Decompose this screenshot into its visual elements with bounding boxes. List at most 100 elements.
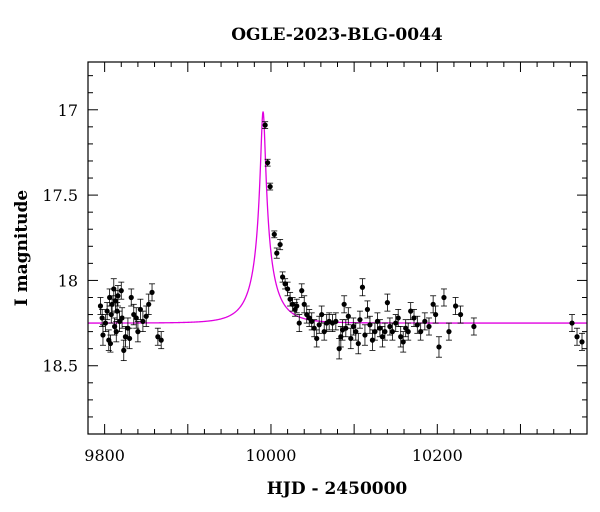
- data-point: [384, 293, 391, 312]
- data-point: [267, 182, 274, 191]
- data-point: [262, 121, 269, 129]
- data-marker: [271, 231, 277, 237]
- data-marker: [107, 340, 114, 347]
- data-point: [457, 305, 464, 324]
- data-marker: [277, 241, 283, 248]
- data-marker: [121, 347, 127, 353]
- data-point: [329, 314, 336, 333]
- data-marker: [452, 303, 459, 309]
- data-point: [435, 336, 442, 358]
- data-point: [99, 324, 106, 346]
- data-point: [445, 322, 452, 341]
- data-point: [574, 327, 581, 346]
- data-point: [347, 327, 354, 350]
- data-marker: [282, 281, 288, 287]
- data-marker: [457, 311, 464, 318]
- data-marker: [309, 318, 315, 324]
- data-marker: [296, 320, 302, 326]
- data-marker: [389, 329, 395, 335]
- data-marker: [274, 250, 280, 256]
- data-point: [102, 314, 109, 333]
- x-tick-label: 10200: [412, 446, 463, 465]
- data-marker: [426, 323, 432, 330]
- data-point: [336, 338, 343, 360]
- data-point: [400, 331, 407, 353]
- data-marker: [316, 322, 322, 328]
- data-point: [414, 315, 421, 334]
- data-marker: [433, 311, 439, 318]
- data-marker: [398, 334, 404, 340]
- data-marker: [104, 308, 110, 314]
- data-point: [154, 327, 161, 346]
- data-point: [296, 314, 303, 333]
- data-point: [273, 247, 280, 259]
- x-tick-label: 9800: [84, 446, 125, 465]
- axis-ticks-layer: [87, 62, 588, 435]
- data-point: [293, 298, 300, 314]
- data-marker: [393, 320, 399, 326]
- data-marker: [158, 337, 164, 343]
- data-marker: [436, 344, 442, 350]
- data-point: [97, 297, 104, 315]
- data-point: [143, 305, 150, 327]
- data-marker: [149, 289, 155, 295]
- data-point: [282, 278, 289, 290]
- data-marker: [102, 320, 109, 326]
- data-marker: [126, 335, 133, 342]
- data-marker: [99, 315, 105, 321]
- y-axis-label: I magnitude: [12, 190, 32, 307]
- x-tick-label: 10000: [246, 446, 297, 465]
- data-point: [158, 331, 165, 350]
- data-point: [425, 317, 432, 336]
- data-point: [105, 329, 112, 351]
- data-marker: [579, 339, 585, 345]
- data-point: [145, 293, 152, 315]
- data-point: [126, 327, 133, 350]
- data-marker: [364, 306, 371, 313]
- data-marker: [118, 288, 124, 294]
- data-marker: [289, 301, 296, 307]
- data-marker: [382, 329, 388, 335]
- data-point: [332, 312, 339, 331]
- data-marker: [280, 274, 286, 280]
- data-point: [421, 312, 428, 331]
- data-marker: [418, 329, 424, 335]
- data-marker: [384, 300, 390, 306]
- data-marker: [374, 318, 381, 324]
- data-point: [137, 298, 144, 321]
- data-point: [112, 290, 119, 312]
- data-marker: [122, 334, 129, 340]
- data-marker: [411, 315, 417, 321]
- chart-title: OGLE-2023-BLG-0044: [231, 25, 443, 45]
- data-marker: [113, 329, 119, 335]
- data-point: [569, 314, 576, 333]
- data-marker: [333, 318, 339, 324]
- data-point: [284, 281, 291, 297]
- y-tick-label: 17: [58, 101, 78, 120]
- data-point: [301, 295, 308, 314]
- data-marker: [311, 325, 317, 331]
- data-point: [452, 297, 459, 315]
- data-marker: [143, 313, 149, 319]
- plot-frame: [87, 61, 588, 435]
- data-marker: [107, 294, 113, 301]
- data-point: [397, 326, 404, 348]
- data-point: [355, 332, 362, 355]
- data-point: [440, 288, 447, 307]
- data-point: [364, 300, 371, 319]
- data-point: [339, 319, 346, 341]
- data-point: [356, 310, 363, 329]
- data-marker: [285, 286, 291, 292]
- data-marker: [336, 346, 342, 352]
- data-marker: [128, 294, 134, 301]
- data-marker: [359, 284, 366, 290]
- y-tick-label: 17.5: [42, 186, 78, 205]
- data-marker: [155, 334, 161, 340]
- data-point: [107, 334, 114, 353]
- data-marker: [350, 323, 356, 330]
- model-curve: [88, 111, 587, 324]
- data-marker: [362, 332, 368, 338]
- data-point: [432, 305, 439, 324]
- data-marker: [319, 311, 325, 318]
